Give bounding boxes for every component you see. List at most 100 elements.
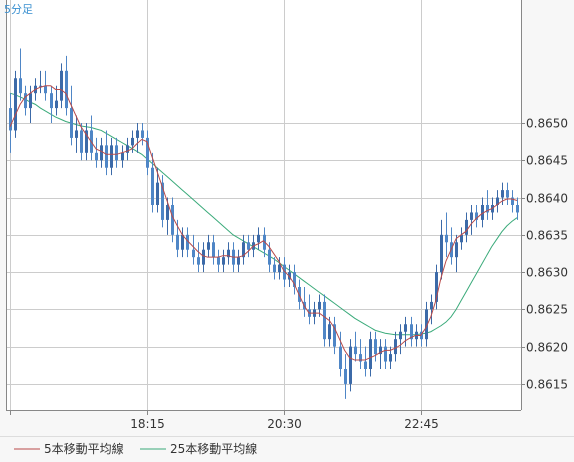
candle-body (105, 145, 108, 168)
candle-body (268, 249, 271, 265)
period-label: 5分足 (4, 3, 33, 16)
x-tick-label: 20:30 (267, 417, 302, 431)
candle-body (425, 309, 428, 340)
candle-body (384, 346, 387, 362)
candle-body (374, 339, 377, 355)
candle-body (115, 145, 118, 161)
candle-body (399, 331, 402, 340)
candle-body (141, 130, 144, 138)
candle-body (126, 145, 129, 153)
candle-body (202, 249, 205, 265)
candle-body (389, 354, 392, 362)
candle-body (293, 272, 296, 287)
candle-body (430, 301, 433, 310)
candle-body (85, 130, 88, 153)
grid-lines (6, 0, 521, 410)
candle-body (131, 137, 134, 146)
candle-body (80, 130, 83, 153)
candle-body (344, 369, 347, 384)
candle-body (394, 339, 397, 355)
candle-body (242, 242, 245, 258)
candle-body (435, 272, 438, 302)
candle-body (404, 324, 407, 332)
candle-body (156, 182, 159, 205)
candle-body (9, 108, 12, 131)
candle-body (60, 70, 63, 101)
candle-body (486, 205, 489, 213)
y-tick-label: 0.8615 (526, 378, 568, 392)
candle-body (100, 145, 103, 161)
legend-ma5-label: 5本移動平均線 (44, 441, 124, 456)
candle-body (379, 346, 382, 355)
candle-body (161, 182, 164, 220)
candle-body (440, 234, 443, 273)
candle-body (475, 212, 478, 220)
candle-body (217, 257, 220, 265)
plot-area (6, 0, 521, 410)
y-tick-label: 0.8625 (526, 303, 568, 317)
ma25-layer (9, 92, 518, 336)
y-tick-label: 0.8620 (526, 341, 568, 355)
candle-body (50, 93, 53, 109)
candle-body (146, 137, 149, 168)
candle-body (328, 324, 331, 340)
candle-body (445, 234, 448, 243)
candle-body (339, 346, 342, 369)
candle-body (470, 212, 473, 220)
candle-body (333, 324, 336, 347)
candle-body (283, 264, 286, 280)
candle-body (410, 324, 413, 340)
candle-body (359, 354, 362, 362)
candle-body (181, 234, 184, 250)
plot-frame (0, 0, 574, 437)
candle-body (44, 85, 47, 94)
candle-body (19, 78, 22, 94)
candle-body (465, 219, 468, 235)
y-tick-label: 0.8645 (526, 154, 568, 168)
candle-body (110, 145, 113, 168)
candle-body (212, 242, 215, 258)
y-tick-label: 0.8640 (526, 192, 568, 206)
candle-body (176, 234, 179, 250)
legend-ma25-label: 25本移動平均線 (170, 441, 257, 456)
candle-body (323, 301, 326, 340)
ma5-line (9, 85, 518, 361)
candle-body (349, 346, 352, 384)
x-tick-label: 22:45 (404, 417, 439, 431)
candle-body (257, 234, 260, 243)
candle-body (278, 264, 281, 273)
candle-body (207, 242, 210, 250)
candle-body (14, 78, 17, 131)
candle-body (70, 108, 73, 138)
candle-body (171, 205, 174, 235)
x-tick-label: 18:15 (130, 417, 165, 431)
candle-body (186, 234, 189, 250)
candle-body (237, 257, 240, 265)
candle-body (75, 130, 78, 138)
candle-body (288, 272, 291, 280)
y-tick-label: 0.8635 (526, 229, 568, 243)
candle-body (364, 361, 367, 369)
candle-body (247, 242, 250, 250)
candle-body (197, 257, 200, 265)
candle-body (501, 190, 504, 198)
candle-body (354, 346, 357, 355)
candle-body (95, 152, 98, 161)
candle-body (192, 249, 195, 258)
candle-body (491, 205, 494, 213)
candle-body (222, 257, 225, 265)
x-axis-ticks: 18:15 20:30 22:45 (10, 410, 439, 431)
candle-body (369, 339, 372, 369)
candle-body (460, 234, 463, 243)
candle-body (506, 190, 509, 198)
candle-body (121, 152, 124, 161)
candle-body (273, 264, 276, 273)
candle-body (511, 197, 514, 205)
legend: 5本移動平均線 25本移動平均線 (14, 441, 257, 456)
candle-body (24, 93, 27, 109)
candle-body (318, 301, 321, 310)
candle-body (151, 167, 154, 205)
candle-body (55, 100, 58, 109)
